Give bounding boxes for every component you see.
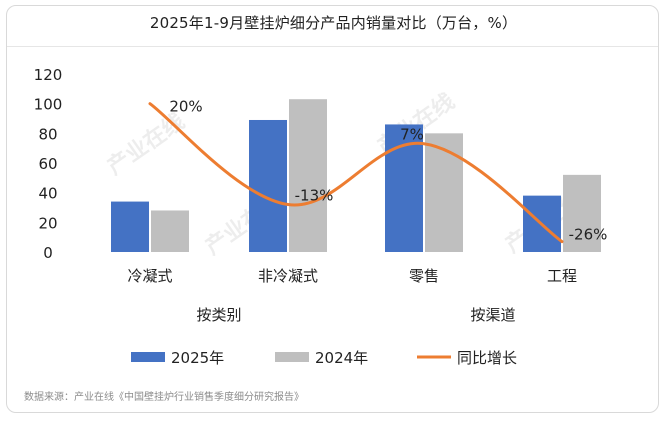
bar-2024-1 <box>289 99 327 252</box>
x-category-label: 工程 <box>547 267 577 285</box>
y-tick-label: 40 <box>38 185 57 203</box>
source-note: 数据来源：产业在线《中国壁挂炉行业销售季度细分研究报告》 <box>24 392 304 403</box>
chart-title: 2025年1-9月壁挂炉细分产品内销量对比（万台，%） <box>149 14 518 32</box>
bar-2024-2 <box>425 133 463 252</box>
legend-growth-label: 同比增长 <box>457 349 517 367</box>
x-group-label: 按渠道 <box>470 306 515 324</box>
legend-2025-label: 2025年 <box>171 349 224 367</box>
x-category-label: 零售 <box>409 267 439 285</box>
title-divider <box>7 46 658 47</box>
x-group-label: 按类别 <box>196 306 241 324</box>
growth-line <box>148 102 564 244</box>
legend-2025-swatch <box>131 352 165 362</box>
y-tick-label: 80 <box>38 125 57 143</box>
legend-2024-swatch <box>275 352 309 362</box>
growth-data-label: 20% <box>169 98 202 116</box>
growth-data-label: -26% <box>569 226 608 244</box>
x-category-label: 冷凝式 <box>127 267 172 285</box>
y-tick-label: 100 <box>34 96 63 114</box>
x-category-label: 非冷凝式 <box>258 267 318 285</box>
growth-data-label: 7% <box>400 126 424 144</box>
bar-2024-3 <box>563 174 601 252</box>
bar-2024-0 <box>151 210 189 252</box>
bar-2025-0 <box>111 201 149 252</box>
legend-2024-label: 2024年 <box>315 349 368 367</box>
y-tick-label: 20 <box>38 214 57 232</box>
y-tick-label: 0 <box>43 244 53 262</box>
y-tick-label: 60 <box>38 155 57 173</box>
y-tick-label: 120 <box>34 66 63 84</box>
watermark-logo: 产业在线 <box>102 108 189 180</box>
growth-data-label: -13% <box>295 187 334 205</box>
bar-2025-1 <box>249 119 287 252</box>
